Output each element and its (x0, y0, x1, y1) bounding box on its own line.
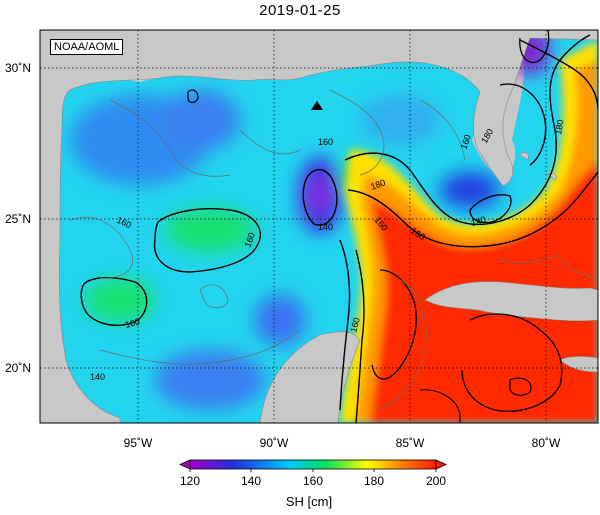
contour-label: 140 (90, 372, 105, 382)
map-title: 2019-01-25 (259, 2, 341, 19)
colorbar-tick: 140 (241, 474, 261, 488)
colorbar-tick: 120 (180, 474, 200, 488)
contour-label: 160 (242, 231, 257, 249)
lon-label-90w: 90˚W (260, 436, 289, 450)
credit-badge: NOAA/AOML (50, 39, 124, 55)
lon-label-85w: 85˚W (396, 436, 425, 450)
contour-label: 160 (124, 316, 141, 330)
colorbar-tick: 200 (426, 474, 446, 488)
contour-label: 180 (553, 119, 565, 136)
colorbar-high-arrow (435, 459, 447, 470)
lat-label-20n: 20˚N (5, 361, 31, 375)
colorbar-tick: 180 (364, 474, 384, 488)
graticule (40, 30, 598, 423)
lat-label-30n: 30˚N (5, 61, 31, 75)
colorbar-low-arrow (179, 459, 191, 470)
contour-label: 160 (458, 133, 473, 151)
colorbar: 120 140 160 180 200 (179, 459, 447, 488)
contour-label: 160 (348, 316, 362, 333)
contour-label: 160 (318, 137, 333, 147)
map-frame (39, 29, 599, 424)
lat-label-25n: 25˚N (5, 212, 31, 226)
contour-label: 140 (318, 222, 333, 232)
colorbar-ramp (189, 459, 437, 470)
contour-label: 140 (470, 214, 487, 228)
lon-label-80w: 80˚W (532, 436, 561, 450)
station-triangle-marker (311, 101, 323, 110)
contour-label: 180 (369, 177, 387, 192)
axis-tick-labels: 30˚N 25˚N 20˚N 95˚W 90˚W 85˚W 80˚W (5, 61, 561, 450)
colorbar-tick: 160 (303, 474, 323, 488)
land-masses (40, 30, 598, 423)
colorbar-units-label: SH [cm] (285, 494, 333, 509)
lon-label-95w: 95˚W (124, 436, 153, 450)
